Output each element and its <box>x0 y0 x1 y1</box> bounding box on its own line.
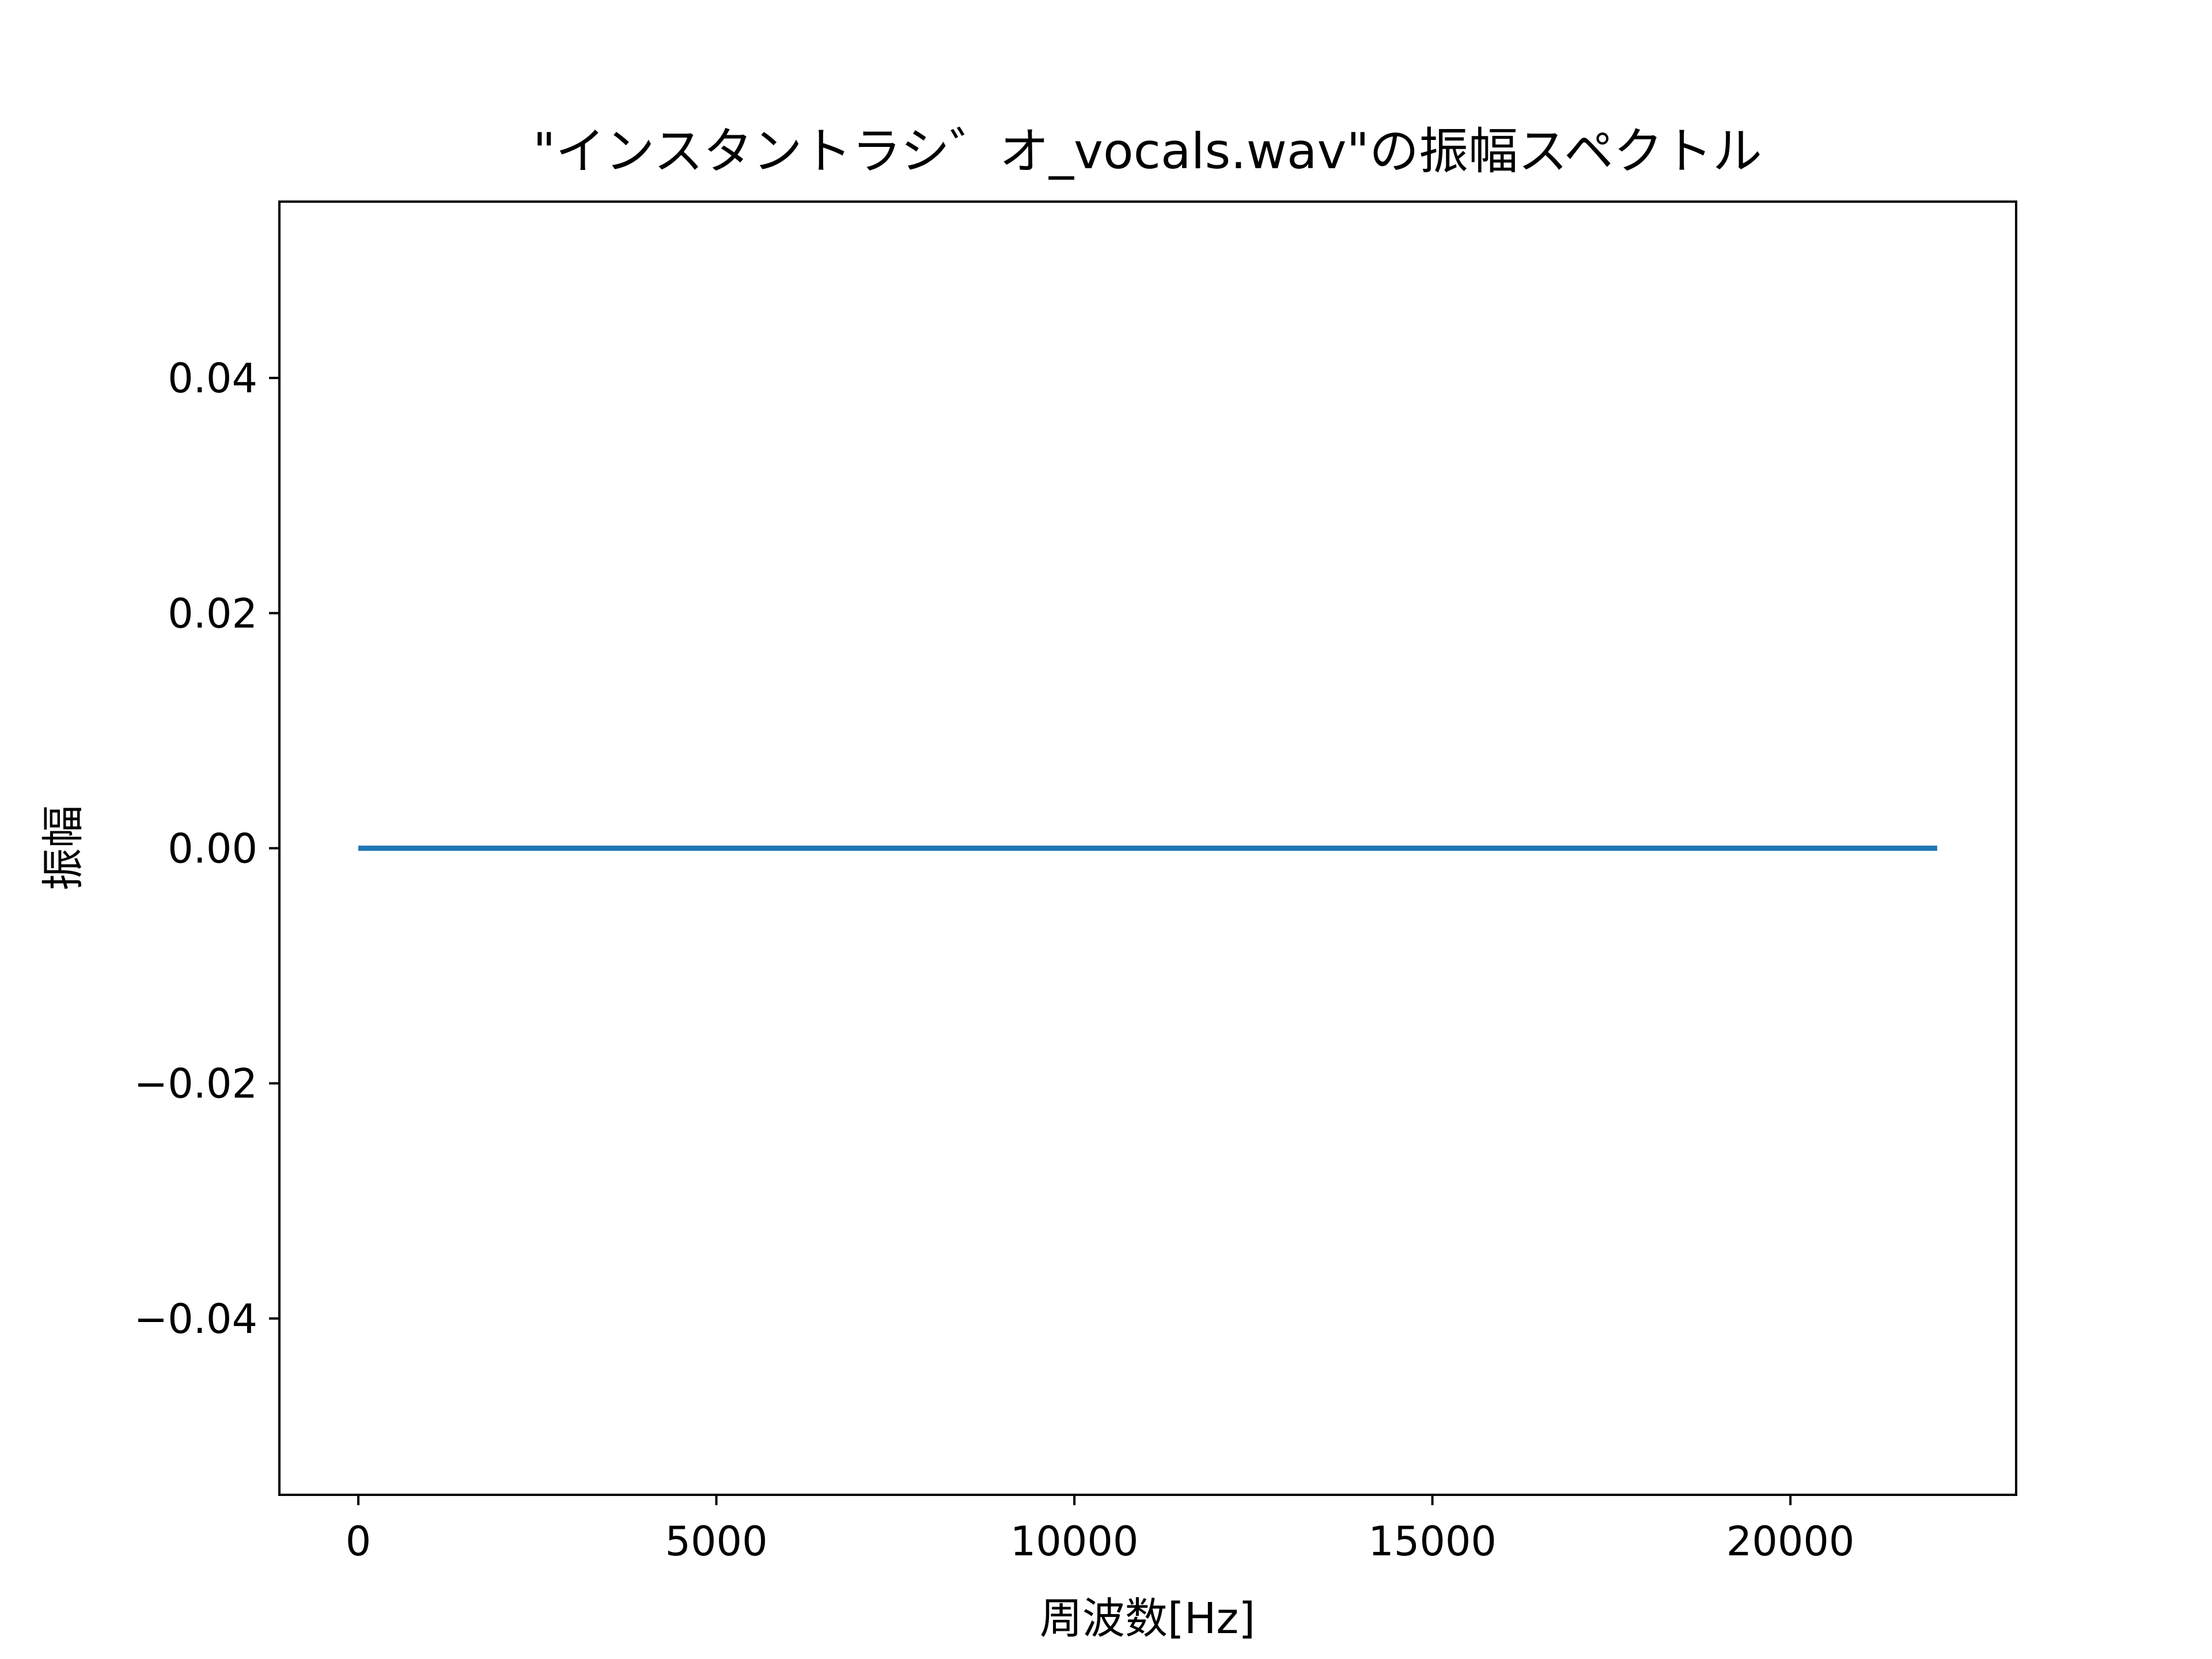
x-axis-label: 周波数[Hz] <box>1040 1594 1255 1643</box>
x-tick-label: 20000 <box>1726 1518 1855 1565</box>
x-tick-label: 10000 <box>1010 1518 1139 1565</box>
x-tick-label: 0 <box>346 1518 372 1565</box>
y-tick-label: 0.04 <box>168 355 257 402</box>
y-tick-label: 0.00 <box>168 825 257 873</box>
y-tick-label: −0.02 <box>134 1060 257 1108</box>
y-axis-ticks: −0.04 −0.02 0.00 0.02 0.04 <box>134 355 279 1343</box>
x-axis-ticks: 0 5000 10000 15000 20000 <box>346 1495 1855 1565</box>
chart-title: "インスタントラシ゛オ_vocals.wav"の振幅スペクトル <box>533 123 1762 180</box>
y-tick-label: −0.04 <box>134 1296 257 1343</box>
y-tick-label: 0.02 <box>168 590 257 637</box>
x-tick-label: 5000 <box>665 1518 767 1565</box>
y-axis-label: 振幅 <box>39 805 88 891</box>
x-tick-label: 15000 <box>1368 1518 1497 1565</box>
